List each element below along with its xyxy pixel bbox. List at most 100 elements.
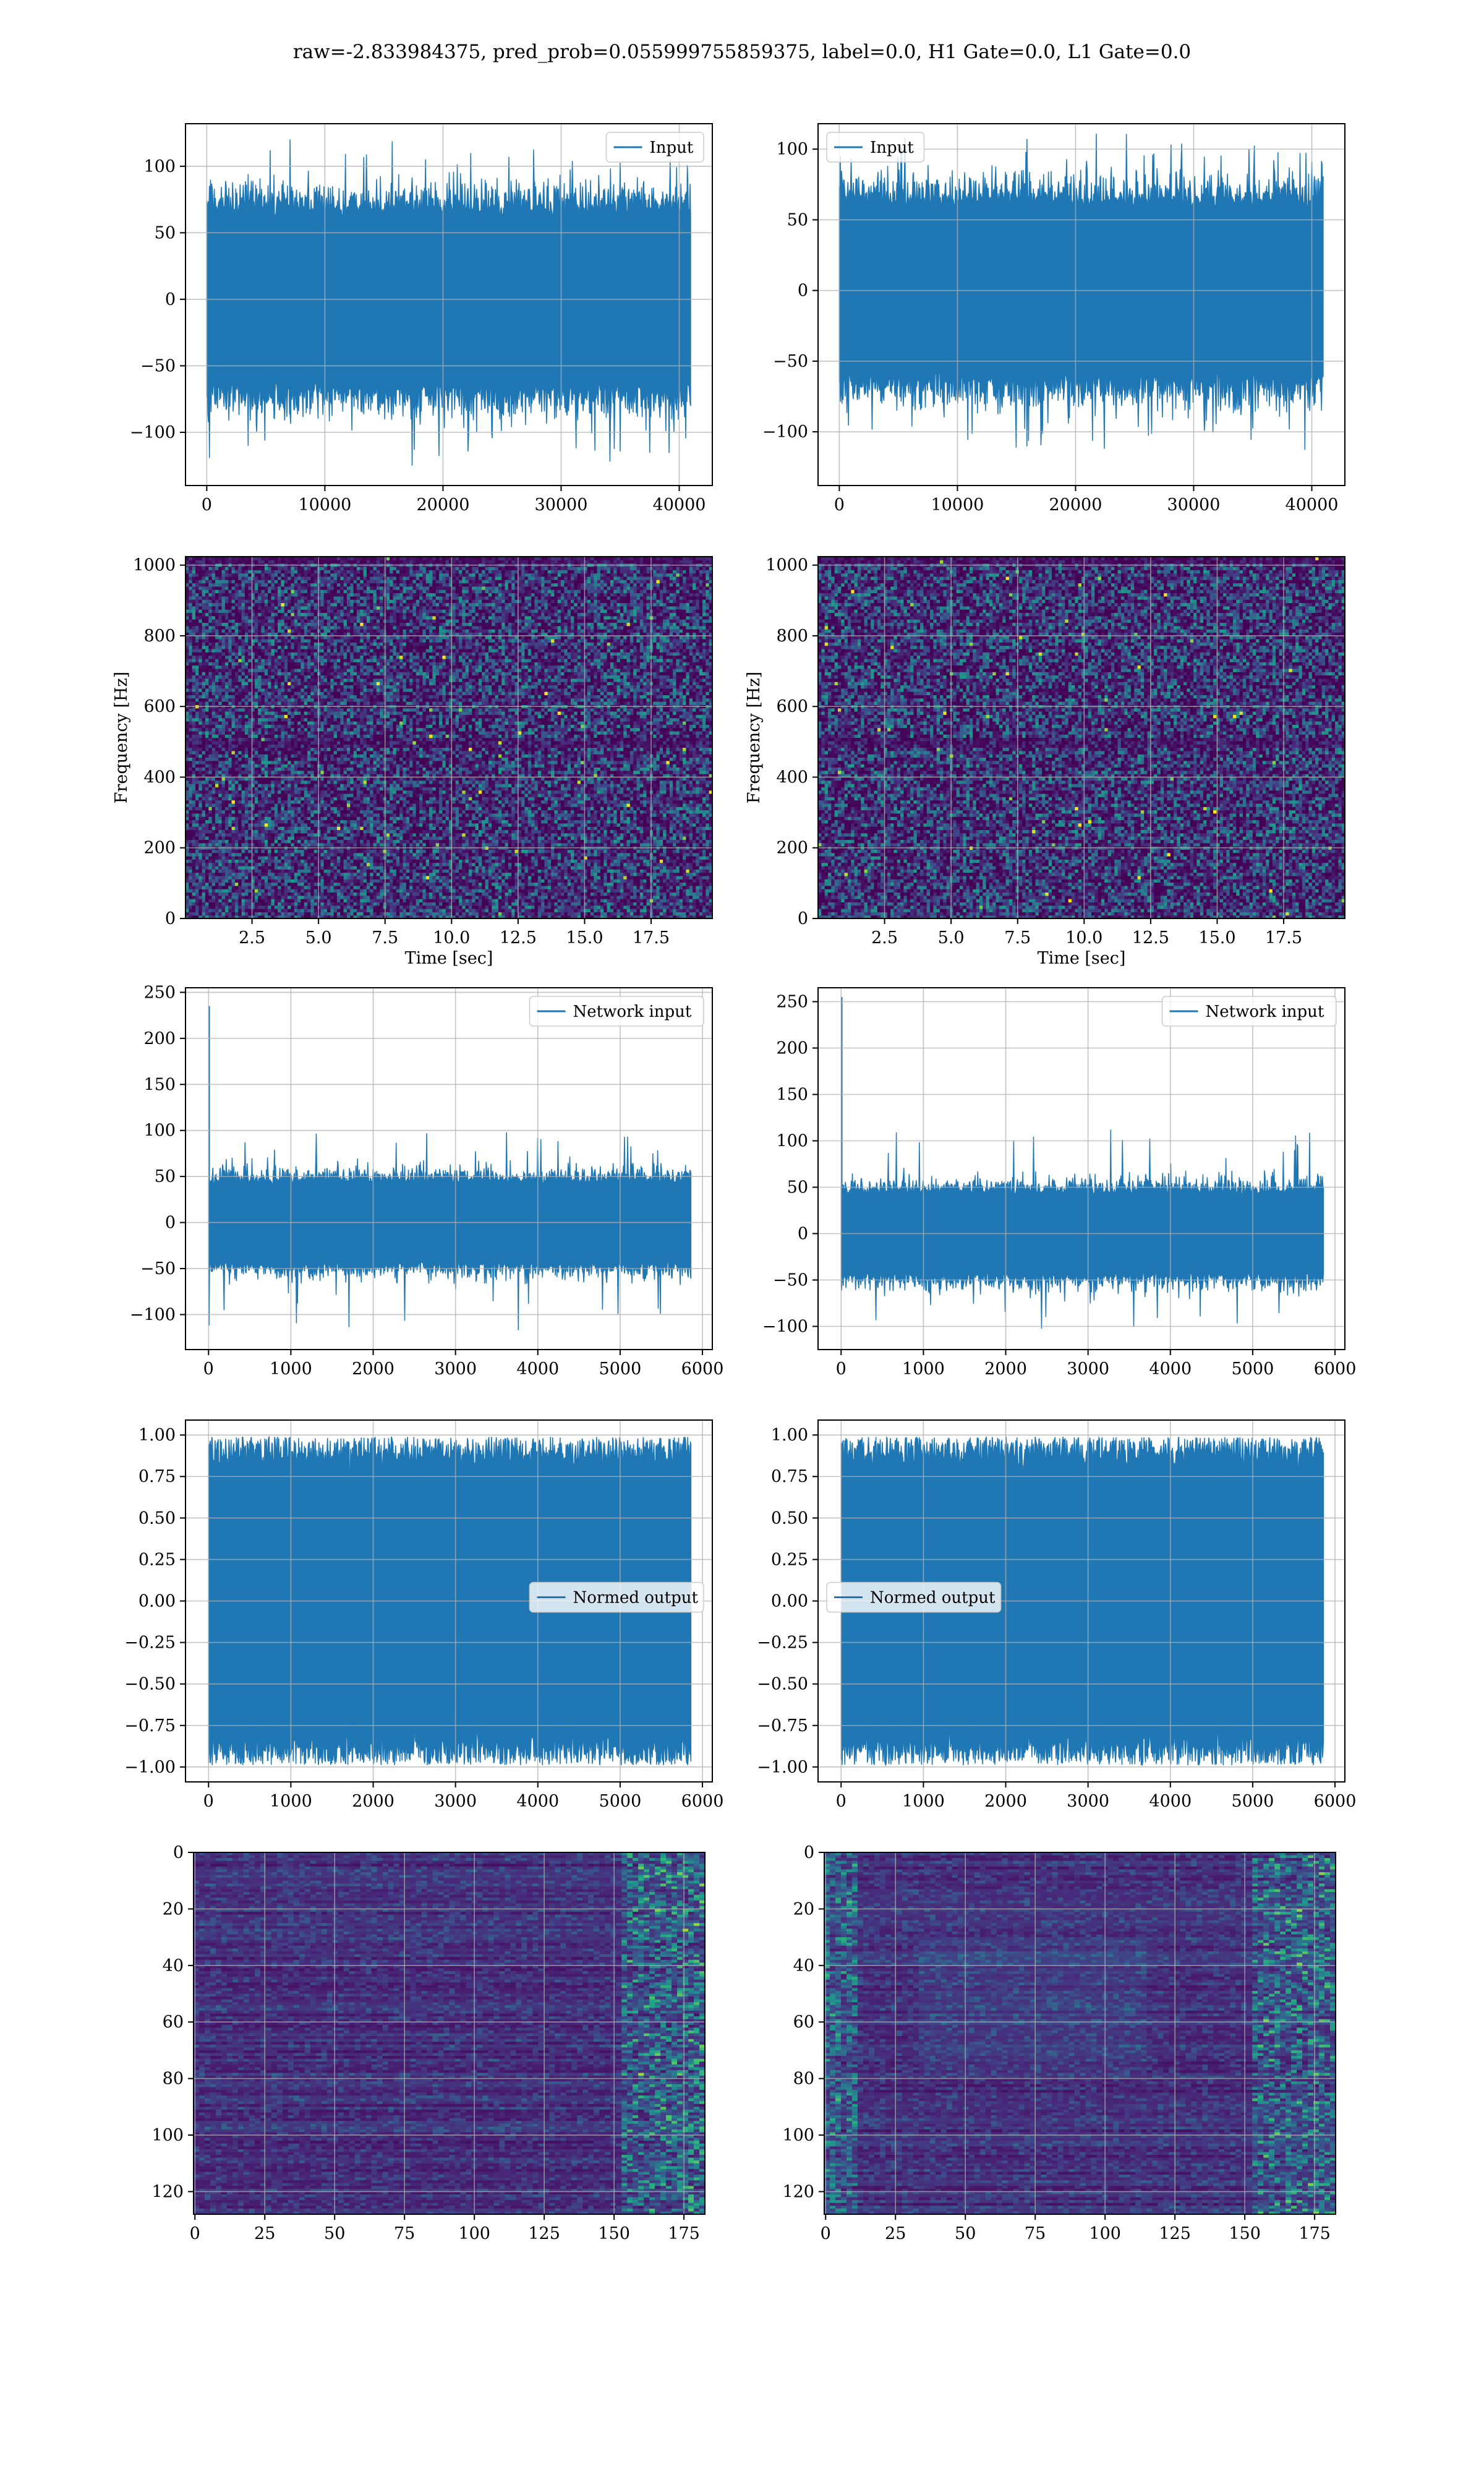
- x-tick-label: 100: [458, 2224, 490, 2243]
- x-tick-label: 0: [203, 1792, 214, 1811]
- x-tick-label: 6000: [681, 1792, 724, 1811]
- y-tick-label: 0: [798, 281, 808, 301]
- axes-netin-l1: 0 1000 2000 3000 4000 5000 6000 −100 −50 0 50 100 15…: [762, 987, 1356, 1379]
- y-tick-label: −0.25: [124, 1633, 176, 1653]
- x-tick-label: 0: [202, 495, 212, 515]
- x-tick-label: 17.5: [633, 928, 670, 948]
- y-tick-label: −50: [140, 1259, 176, 1278]
- x-tick-label: 100: [1089, 2224, 1121, 2243]
- x-tick-label: 4000: [1149, 1792, 1192, 1811]
- x-tick-label: 5000: [1232, 1792, 1274, 1811]
- plot-area: [186, 557, 712, 918]
- x-tick-label: 3000: [434, 1359, 477, 1379]
- x-tick-label: 3000: [434, 1792, 477, 1811]
- x-tick-label: 2.5: [239, 928, 265, 948]
- y-tick-label: 0.25: [139, 1550, 176, 1569]
- y-tick-label: 0.50: [139, 1509, 176, 1528]
- x-tick-label: 75: [394, 2224, 415, 2243]
- x-tick-label: 12.5: [1132, 928, 1169, 948]
- plot-area: [838, 134, 1324, 450]
- x-tick-label: 125: [1159, 2224, 1191, 2243]
- x-tick-label: 1000: [270, 1359, 312, 1379]
- x-tick-label: 20000: [416, 495, 469, 515]
- series-line: [206, 139, 691, 466]
- y-tick-label: 50: [787, 1178, 808, 1197]
- legend-label: Input: [650, 139, 694, 157]
- x-tick-label: 25: [254, 2224, 275, 2243]
- legend: Normed output: [826, 1582, 1002, 1613]
- axes-frame: [185, 556, 713, 919]
- axes-normed-h1: 0 1000 2000 3000 4000 5000 6000 −1.00 −0.75 −0.50…: [124, 1419, 724, 1811]
- y-tick-label: 200: [776, 839, 808, 858]
- y-tick-label: −100: [130, 1305, 176, 1324]
- y-tick-label: 80: [163, 2070, 184, 2089]
- plot-area: [824, 1852, 1336, 2214]
- axes-frame: [185, 123, 713, 486]
- y-tick-label: 200: [143, 839, 176, 858]
- x-tick-label: 0: [836, 1359, 846, 1379]
- y-tick-label: −0.25: [757, 1633, 808, 1653]
- y-axis-label: Frequency [Hz]: [744, 672, 764, 803]
- x-tick-label: 12.5: [500, 928, 537, 948]
- y-tick-label: 800: [143, 627, 176, 646]
- y-tick-label: 100: [143, 157, 176, 176]
- x-tick-label: 3000: [1067, 1359, 1109, 1379]
- x-tick-label: 4000: [1149, 1359, 1192, 1379]
- y-tick-label: 100: [143, 1121, 176, 1141]
- x-tick-label: 17.5: [1265, 928, 1302, 948]
- x-tick-label: 5.0: [938, 928, 965, 948]
- x-tick-label: 175: [668, 2224, 700, 2243]
- x-tick-label: 20000: [1049, 495, 1102, 515]
- y-tick-label: 250: [143, 983, 176, 1002]
- legend-box: [826, 1582, 1002, 1613]
- legend-label: Input: [870, 139, 914, 157]
- y-tick-label: −0.50: [124, 1675, 176, 1694]
- axes-frame: [817, 123, 1345, 486]
- axes-netin-h1: 0 1000 2000 3000 4000 5000 6000 −100 −50 0 50 100 15…: [130, 983, 724, 1379]
- legend-box: [529, 1582, 704, 1613]
- legend-label: Network input: [573, 1003, 692, 1021]
- figure-suptitle: raw=-2.833984375, pred_prob=0.0559997558…: [0, 41, 1484, 63]
- axes-frame: [824, 1852, 1336, 2215]
- axes-frame: [185, 987, 713, 1350]
- y-axis-label: Frequency [Hz]: [112, 672, 131, 803]
- y-tick-label: 200: [143, 1029, 176, 1048]
- x-tick-label: 6000: [681, 1359, 724, 1379]
- y-tick-label: 0.25: [771, 1550, 808, 1569]
- x-tick-label: 1000: [270, 1792, 312, 1811]
- x-tick-label: 150: [598, 2224, 630, 2243]
- y-tick-label: −100: [762, 422, 808, 442]
- legend: Normed output: [529, 1582, 704, 1613]
- y-tick-label: 50: [155, 223, 176, 242]
- axes-frame: [817, 556, 1345, 919]
- x-tick-label: 125: [528, 2224, 560, 2243]
- y-tick-label: 0: [165, 290, 176, 309]
- x-tick-label: 1000: [902, 1792, 945, 1811]
- y-tick-label: −50: [140, 356, 176, 375]
- y-tick-label: −0.75: [124, 1716, 176, 1736]
- legend: Input: [605, 132, 704, 163]
- legend-label: Network input: [1206, 1003, 1324, 1021]
- legend: Network input: [1161, 996, 1337, 1027]
- axes-feat-h1: 0 25 50 75 100 125 150 175 0 20 40 60 80 100 120: [151, 1843, 706, 2243]
- y-tick-label: 50: [155, 1167, 176, 1186]
- x-tick-label: 2000: [352, 1359, 394, 1379]
- legend-box: [529, 996, 704, 1027]
- y-tick-label: 150: [143, 1075, 176, 1094]
- y-tick-label: 250: [776, 993, 808, 1012]
- x-tick-label: 10000: [931, 495, 984, 515]
- x-tick-label: 1000: [902, 1359, 945, 1379]
- x-tick-label: 6000: [1314, 1792, 1357, 1811]
- legend-box: [1161, 996, 1337, 1027]
- y-tick-label: 100: [782, 2126, 814, 2145]
- y-tick-label: 100: [776, 140, 808, 159]
- x-tick-label: 0: [821, 2224, 831, 2243]
- legend-box: [605, 132, 704, 163]
- y-tick-label: 1.00: [771, 1426, 808, 1445]
- y-tick-label: −50: [773, 352, 808, 371]
- x-tick-label: 10.0: [433, 928, 470, 948]
- y-tick-label: 20: [793, 1899, 814, 1919]
- legend: Network input: [529, 996, 704, 1027]
- y-tick-label: 20: [163, 1899, 184, 1919]
- series-line: [208, 1132, 692, 1330]
